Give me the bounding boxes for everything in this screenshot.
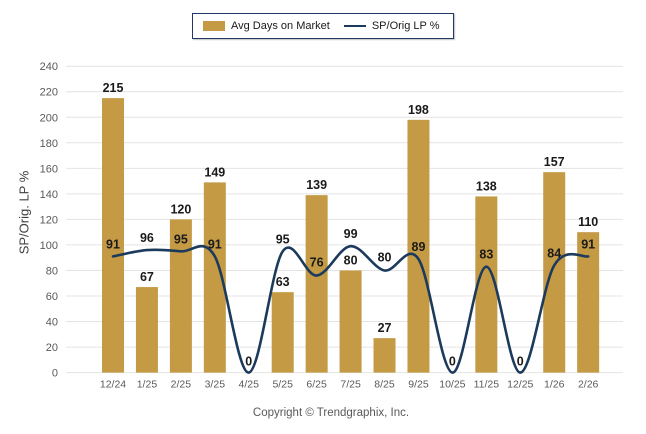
svg-text:5/25: 5/25 xyxy=(272,379,293,391)
svg-text:76: 76 xyxy=(310,256,324,270)
svg-text:11/25: 11/25 xyxy=(474,379,500,391)
svg-text:215: 215 xyxy=(103,81,124,95)
svg-text:2/25: 2/25 xyxy=(171,379,192,391)
svg-text:20: 20 xyxy=(46,342,58,354)
svg-text:240: 240 xyxy=(40,61,58,73)
svg-text:95: 95 xyxy=(276,232,290,246)
svg-text:8/25: 8/25 xyxy=(374,379,395,391)
svg-text:12/25: 12/25 xyxy=(507,379,533,391)
svg-text:2/26: 2/26 xyxy=(578,379,599,391)
svg-text:200: 200 xyxy=(40,112,58,124)
svg-text:95: 95 xyxy=(174,232,188,246)
svg-text:67: 67 xyxy=(140,270,154,284)
svg-text:89: 89 xyxy=(412,240,426,254)
svg-text:40: 40 xyxy=(46,317,58,329)
svg-text:99: 99 xyxy=(344,227,358,241)
svg-text:7/25: 7/25 xyxy=(340,379,361,391)
svg-text:27: 27 xyxy=(378,321,392,335)
svg-text:80: 80 xyxy=(46,265,58,277)
svg-text:149: 149 xyxy=(204,165,225,179)
svg-text:160: 160 xyxy=(40,163,58,175)
svg-text:60: 60 xyxy=(46,291,58,303)
svg-text:1/26: 1/26 xyxy=(544,379,565,391)
svg-text:220: 220 xyxy=(40,87,58,99)
svg-text:0: 0 xyxy=(52,368,58,380)
svg-text:9/25: 9/25 xyxy=(408,379,429,391)
svg-text:1/25: 1/25 xyxy=(137,379,158,391)
svg-text:96: 96 xyxy=(140,231,154,245)
svg-text:138: 138 xyxy=(476,179,497,193)
svg-text:3/25: 3/25 xyxy=(205,379,226,391)
svg-text:0: 0 xyxy=(449,355,456,369)
svg-text:91: 91 xyxy=(208,237,222,251)
svg-text:0: 0 xyxy=(517,355,524,369)
svg-text:110: 110 xyxy=(578,215,598,229)
svg-text:157: 157 xyxy=(544,155,565,169)
svg-text:80: 80 xyxy=(378,250,392,264)
svg-text:63: 63 xyxy=(276,275,290,289)
svg-text:12/24: 12/24 xyxy=(100,379,126,391)
svg-text:80: 80 xyxy=(344,253,358,267)
svg-text:91: 91 xyxy=(581,237,595,251)
svg-text:84: 84 xyxy=(547,246,561,260)
svg-text:83: 83 xyxy=(479,248,493,262)
svg-text:91: 91 xyxy=(106,237,120,251)
svg-text:120: 120 xyxy=(40,214,58,226)
svg-text:6/25: 6/25 xyxy=(306,379,327,391)
svg-text:4/25: 4/25 xyxy=(239,379,260,391)
svg-text:180: 180 xyxy=(40,138,58,150)
svg-text:198: 198 xyxy=(408,103,429,117)
svg-text:139: 139 xyxy=(306,178,327,192)
svg-text:10/25: 10/25 xyxy=(439,379,465,391)
svg-text:0: 0 xyxy=(245,355,252,369)
svg-text:140: 140 xyxy=(40,189,58,201)
svg-text:100: 100 xyxy=(40,240,58,252)
svg-text:120: 120 xyxy=(170,202,191,216)
